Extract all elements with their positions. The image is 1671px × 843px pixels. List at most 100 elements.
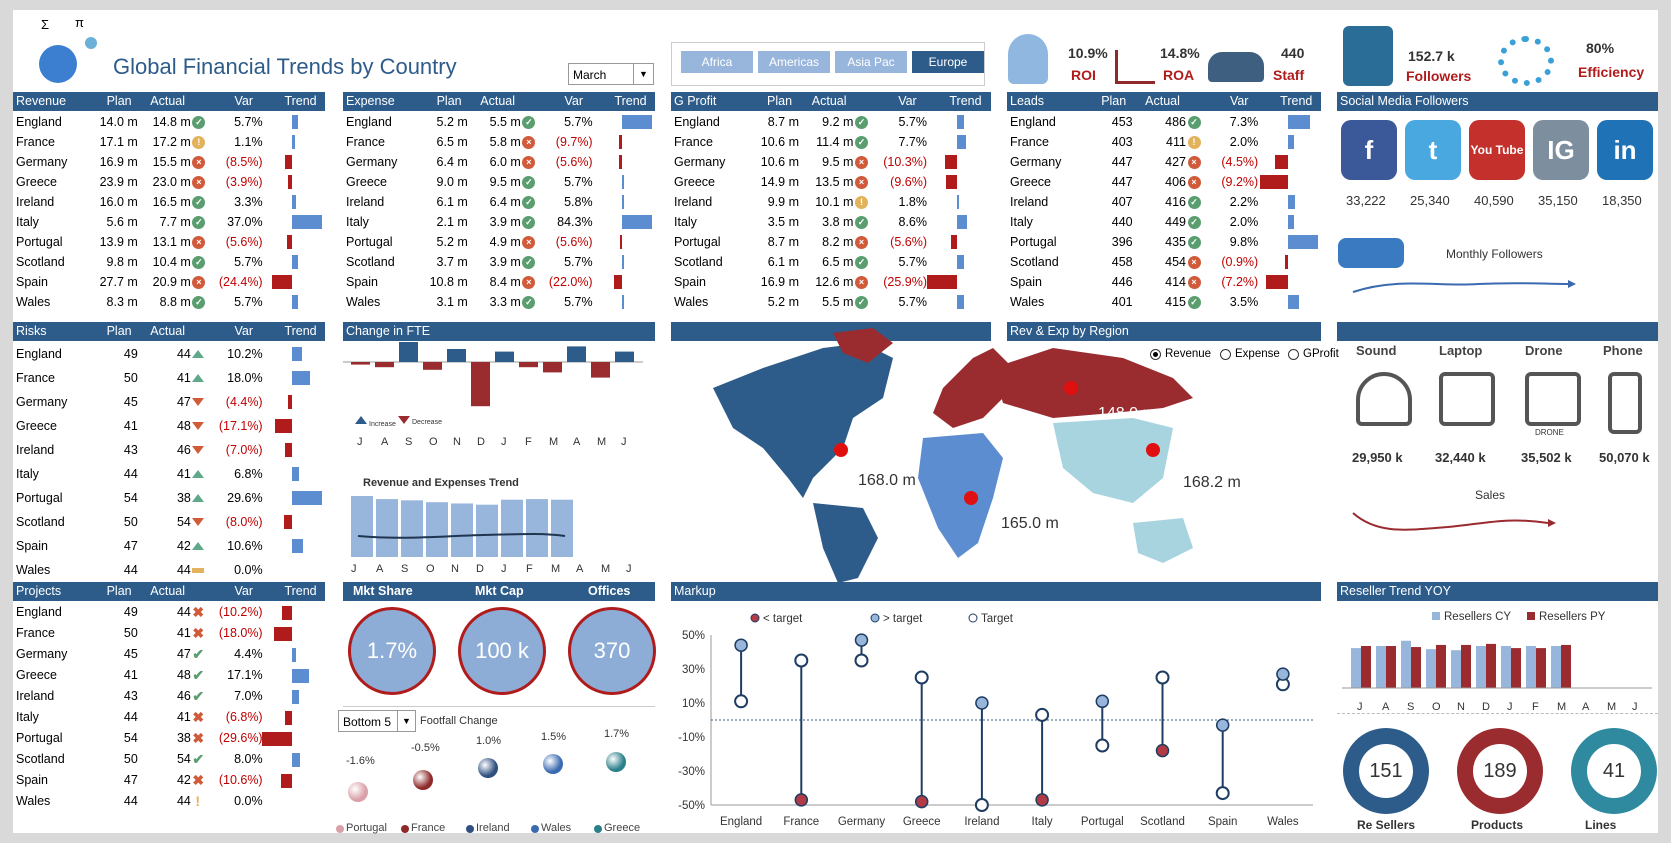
row-country: Spain [16, 773, 48, 787]
target-point [734, 694, 749, 709]
trend-month-label: J [351, 563, 357, 575]
table-row: Wales 3.1 m 3.3 m ✓ 5.7% [343, 292, 655, 312]
table-row: Ireland 43 46 (7.0%) [13, 438, 325, 462]
row-var: 29.6% [227, 491, 263, 505]
table-row: Portugal 396 435 ✓ 9.8% [1007, 232, 1321, 252]
table-row: England 8.7 m 9.2 m ✓ 5.7% [671, 112, 991, 132]
region-button-europe[interactable]: Europe [912, 51, 984, 73]
donut-label: Re Sellers [1357, 818, 1416, 832]
row-var: 5.7% [898, 255, 928, 269]
check-circle-icon: ✓ [522, 175, 536, 189]
row-var: (8.0%) [225, 515, 263, 529]
markup-xtick: Wales [1267, 816, 1299, 828]
row-var: (9.7%) [555, 135, 593, 149]
map-pin-asia [1146, 443, 1160, 457]
row-country: Wales [1010, 295, 1045, 309]
month-select[interactable]: March ▼ [568, 63, 654, 85]
table-row: Spain 27.7 m 20.9 m × (24.4%) [13, 272, 325, 292]
radio-gprofit[interactable] [1288, 349, 1299, 360]
row-var: 0.0% [234, 794, 263, 808]
region-slicer [671, 42, 985, 86]
markup-legend-label: Target [981, 613, 1014, 625]
fte-month-label: A [381, 436, 389, 448]
check-circle-icon: ✓ [1187, 215, 1201, 229]
row-country: England [346, 115, 392, 129]
row-plan: 440 [1111, 215, 1133, 229]
trend-bar [1260, 175, 1289, 189]
bubble-value: -0.5% [411, 742, 440, 754]
trend-bar [622, 115, 653, 129]
triangle-up-icon [192, 542, 205, 550]
region-button-americas[interactable]: Americas [758, 51, 830, 73]
row-var: (4.4%) [225, 395, 263, 409]
row-actual: 8.2 m [822, 235, 854, 249]
row-actual: 41 [176, 710, 191, 724]
twitter-icon[interactable]: t [1405, 120, 1461, 180]
trend-bar [292, 255, 299, 269]
trend-month-label: F [526, 563, 533, 575]
row-country: Germany [16, 395, 68, 409]
row-var: 5.7% [234, 115, 263, 129]
gprofit-title: G Profit [674, 94, 717, 108]
fte-month-label: D [477, 436, 485, 448]
legend-dot [531, 825, 539, 833]
check-icon: ✔ [192, 688, 205, 704]
trend-bar [622, 175, 625, 189]
col-var: Var [234, 94, 254, 108]
youtube-icon[interactable]: You Tube [1469, 120, 1525, 180]
x-icon: ✖ [192, 730, 205, 746]
linkedin-icon[interactable]: in [1597, 120, 1653, 180]
trend-title: Revenue and Expenses Trend [363, 477, 519, 489]
region-button-asia-pac[interactable]: Asia Pac [835, 51, 907, 73]
row-plan: 23.9 m [99, 175, 138, 189]
trend-bar [262, 731, 293, 746]
col-actual: Actual [811, 94, 847, 108]
row-actual: 20.9 m [152, 275, 191, 289]
trend-bar [927, 275, 958, 289]
row-country: Ireland [16, 689, 55, 703]
row-plan: 13.9 m [99, 235, 138, 249]
table-row: Portugal 13.9 m 13.1 m × (5.6%) [13, 232, 325, 252]
product-name: Laptop [1439, 343, 1483, 358]
trend-bar [1288, 135, 1295, 149]
row-country: Scotland [16, 515, 65, 529]
row-plan: 3.1 m [436, 295, 468, 309]
reseller-month-label: J [1632, 701, 1638, 713]
social-value: 33,222 [1346, 193, 1386, 208]
bottom-select[interactable]: Bottom 5 ▼ [338, 710, 416, 732]
gears-icon [1498, 36, 1554, 86]
row-var: 18.0% [227, 371, 263, 385]
region-button-africa[interactable]: Africa [681, 51, 753, 73]
row-actual: 7.7 m [159, 215, 191, 229]
footfall-label: Footfall Change [420, 715, 498, 727]
efficiency-label: Efficiency [1578, 64, 1645, 80]
row-var: 9.8% [1229, 235, 1259, 249]
trend-month-label: A [576, 563, 584, 575]
fte-bar [399, 342, 418, 362]
table-row: Germany 45 47 ✔ 4.4% [13, 644, 325, 665]
actual-point [734, 638, 748, 652]
trend-bar [292, 668, 310, 683]
markup-xtick: France [783, 816, 819, 828]
row-var: 10.2% [227, 347, 263, 361]
actual-point [794, 793, 809, 807]
table-row: Italy 44 41 6.8% [13, 462, 325, 486]
social-value: 25,340 [1410, 193, 1450, 208]
row-plan: 6.5 m [436, 135, 468, 149]
trend-bar [957, 195, 960, 209]
projects-header: Projects Plan Actual Var Trend [13, 582, 325, 601]
row-plan: 3.5 m [767, 215, 799, 229]
col-trend: Trend [1280, 94, 1313, 108]
radio-expense[interactable] [1220, 349, 1231, 360]
product-value: 32,440 k [1435, 450, 1486, 465]
check-circle-icon: ✓ [1187, 115, 1201, 129]
radio-revenue[interactable] [1150, 349, 1161, 360]
trend-bar [957, 115, 965, 129]
actual-point [914, 794, 929, 809]
instagram-icon[interactable]: IG [1533, 120, 1589, 180]
facebook-icon[interactable]: f [1341, 120, 1397, 180]
table-row: Scotland 3.7 m 3.9 m ✓ 5.7% [343, 252, 655, 272]
fte-month-label: N [453, 436, 461, 448]
trend-bar [292, 115, 299, 129]
markup-ytick: 10% [682, 698, 705, 710]
